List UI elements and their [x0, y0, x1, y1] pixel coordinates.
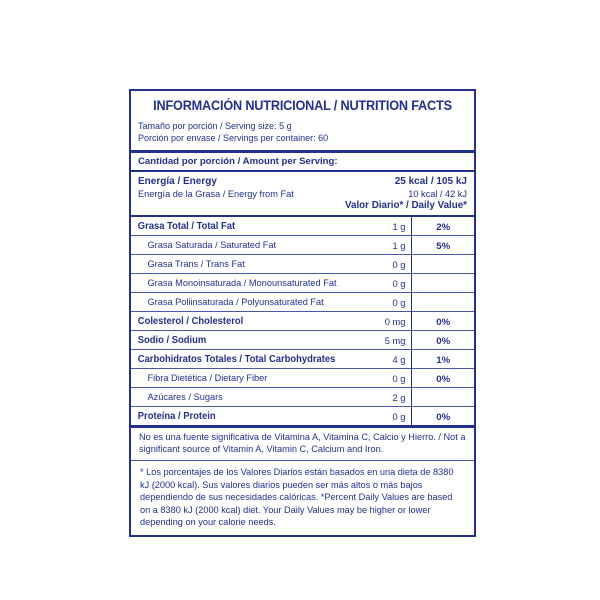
nutrient-table-body: Grasa Total / Total Fat 1 g 2% Grasa Satura… — [131, 217, 474, 426]
nutrient-amount-cell: 0 mg — [350, 311, 412, 331]
nutrient-row: Proteína / Protein 0 g 0% — [131, 406, 474, 426]
energy-label: Energía / Energy — [138, 175, 217, 187]
nutrient-daily-value-cell — [411, 273, 474, 293]
nutrient-name: Carbohidratos Totales / Total Carbohydra… — [137, 353, 336, 365]
nutrient-amount-cell: 2 g — [350, 387, 412, 407]
nutrient-row: Grasa Total / Total Fat 1 g 2% — [131, 217, 474, 236]
nutrient-row: Sodio / Sodium 5 mg 0% — [131, 330, 474, 350]
nutrient-amount: 1 g — [392, 222, 406, 233]
nutrient-amount: 5 mg — [384, 336, 406, 347]
nutrient-name-cell: Sodio / Sodium — [131, 330, 351, 350]
nutrient-name: Colesterol / Cholesterol — [137, 315, 244, 327]
nutrient-name: Grasa Saturada / Saturated Fat — [147, 239, 277, 251]
nutrient-row: Carbohidratos Totales / Total Carbohydra… — [131, 349, 474, 369]
divider-between-notes — [131, 460, 474, 462]
nutrient-amount: 0 g — [392, 412, 406, 423]
nutrient-amount: 0 g — [392, 374, 406, 385]
nutrient-amount-cell: 1 g — [350, 235, 412, 255]
nutrient-amount-cell: 0 g — [350, 406, 412, 426]
nutrient-daily-value-cell: 0% — [411, 406, 474, 426]
nutrient-amount: 0 g — [392, 260, 406, 271]
nutrient-name-cell: Proteína / Protein — [131, 406, 351, 426]
energy-from-fat-label: Energía de la Grasa / Energy from Fat — [138, 188, 294, 199]
nutrient-amount: 0 g — [392, 279, 406, 290]
nutrient-daily-value-cell: 1% — [411, 349, 474, 369]
nutrient-row: Azúcares / Sugars 2 g — [131, 387, 474, 407]
nutrient-name-cell: Carbohidratos Totales / Total Carbohydra… — [131, 349, 351, 369]
nutrient-daily-value-cell: 0% — [411, 330, 474, 350]
servings-per-container: Porción por envase / Servings per contai… — [138, 132, 329, 144]
nutrient-daily-value-cell — [411, 292, 474, 312]
nutrient-name: Grasa Trans / Trans Fat — [147, 258, 245, 270]
energy-block: Energía / Energy 25 kcal / 105 kJ Energí… — [131, 172, 474, 216]
nutrient-name: Proteína / Protein — [137, 410, 216, 422]
nutrition-facts-label: INFORMACIÓN NUTRICIONAL / NUTRITION FACT… — [129, 89, 476, 538]
nutrient-amount: 2 g — [392, 393, 406, 404]
amount-per-serving-header: Cantidad por porción / Amount per Servin… — [138, 155, 338, 167]
not-significant-source-note: No es una fuente significativa de Vitami… — [139, 432, 466, 454]
nutrient-name: Grasa Total / Total Fat — [137, 220, 236, 232]
nutrient-amount: 1 g — [392, 241, 406, 252]
nutrient-row: Fibra Dietética / Dietary Fiber 0 g 0% — [131, 368, 474, 388]
nutrient-daily-value-cell: 5% — [411, 235, 474, 255]
nutrient-amount-cell: 1 g — [351, 217, 412, 236]
nutrient-daily-value: 1% — [436, 355, 451, 367]
nutrient-row: Grasa Trans / Trans Fat 0 g — [131, 254, 474, 274]
nutrient-amount-cell: 0 g — [350, 273, 412, 293]
nutrient-name: Grasa Poliinsaturada / Polyunsaturated F… — [147, 296, 324, 308]
nutrient-amount-cell: 5 mg — [350, 330, 412, 350]
nutrient-name-cell: Colesterol / Cholesterol — [131, 311, 351, 331]
nutrient-row: Colesterol / Cholesterol 0 mg 0% — [131, 311, 474, 331]
nutrient-table: Grasa Total / Total Fat 1 g 2% Grasa Satura… — [131, 217, 474, 426]
nutrient-name: Sodio / Sodium — [137, 334, 207, 346]
nutrient-daily-value-cell: 0% — [411, 368, 474, 388]
nutrient-row: Grasa Saturada / Saturated Fat 1 g 5% — [131, 235, 474, 255]
nutrient-name-cell: Fibra Dietética / Dietary Fiber — [131, 368, 351, 388]
nutrient-name-cell: Azúcares / Sugars — [131, 387, 351, 407]
nutrient-daily-value: 2% — [436, 222, 451, 234]
nutrient-name-cell: Grasa Total / Total Fat — [131, 217, 351, 236]
nutrient-amount: 0 mg — [384, 317, 406, 328]
nutrient-daily-value: 5% — [436, 241, 451, 253]
nutrient-daily-value: 0% — [436, 412, 451, 424]
nutrient-daily-value-cell — [411, 254, 474, 274]
divider-above-energy — [131, 169, 474, 172]
serving-info: Tamaño por porción / Serving size: 5 g P… — [131, 120, 474, 150]
serving-size: Tamaño por porción / Serving size: 5 g — [138, 120, 292, 132]
label-title: INFORMACIÓN NUTRICIONAL / NUTRITION FACT… — [153, 98, 452, 113]
divider-above-nutrients — [131, 215, 474, 218]
nutrient-daily-value: 0% — [436, 374, 451, 386]
nutrient-name: Fibra Dietética / Dietary Fiber — [147, 372, 268, 384]
nutrient-amount-cell: 0 g — [350, 254, 412, 274]
nutrient-daily-value: 0% — [436, 317, 451, 329]
daily-value-footnote: * Los porcentajes de los Valores Diarios… — [140, 467, 454, 528]
nutrient-amount: 0 g — [392, 298, 406, 309]
divider-below-nutrients — [131, 425, 474, 429]
nutrient-daily-value: 0% — [436, 336, 451, 348]
energy-from-fat-value: 10 kcal / 42 kJ — [408, 188, 467, 199]
nutrient-name-cell: Grasa Trans / Trans Fat — [131, 254, 351, 274]
nutrient-amount-cell: 0 g — [350, 292, 412, 312]
nutrient-amount-cell: 0 g — [350, 368, 412, 388]
nutrient-name-cell: Grasa Saturada / Saturated Fat — [131, 235, 351, 255]
nutrient-daily-value-cell: 2% — [411, 217, 474, 236]
nutrient-name: Azúcares / Sugars — [147, 391, 223, 403]
nutrient-daily-value-cell: 0% — [411, 311, 474, 331]
nutrient-name-cell: Grasa Monoinsaturada / Monounsaturated F… — [131, 273, 351, 293]
daily-value-header: Valor Diario* / Daily Value* — [345, 199, 467, 211]
nutrient-amount-cell: 4 g — [350, 349, 412, 369]
nutrient-name-cell: Grasa Poliinsaturada / Polyunsaturated F… — [131, 292, 351, 312]
energy-value: 25 kcal / 105 kJ — [394, 175, 467, 187]
nutrient-amount: 4 g — [392, 355, 406, 366]
divider-above-amount — [131, 149, 474, 153]
nutrient-daily-value-cell — [411, 387, 474, 407]
nutrient-row: Grasa Monoinsaturada / Monounsaturated F… — [131, 273, 474, 293]
nutrient-row: Grasa Poliinsaturada / Polyunsaturated F… — [131, 292, 474, 312]
nutrient-name: Grasa Monoinsaturada / Monounsaturated F… — [147, 277, 337, 289]
